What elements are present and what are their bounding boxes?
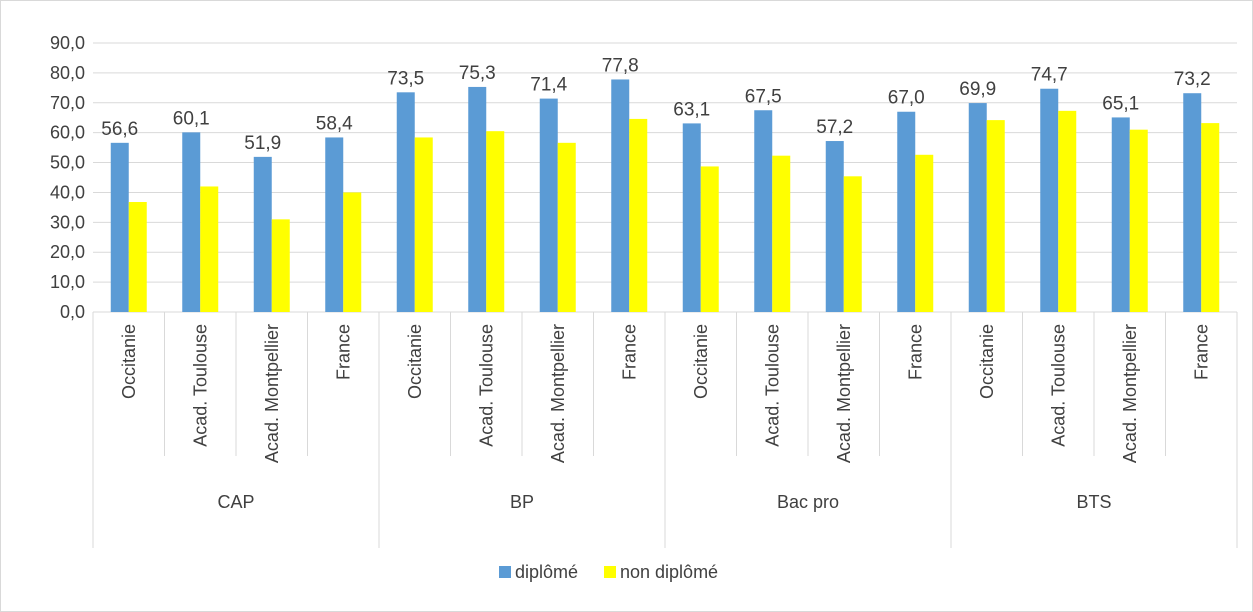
bar-non-diplome (986, 120, 1005, 312)
y-tick-label: 0,0 (60, 302, 85, 322)
data-label: 65,1 (1102, 93, 1139, 114)
y-tick-label: 80,0 (50, 63, 85, 83)
x-category-label: Acad. Montpellier (1120, 324, 1140, 463)
bar-non-diplome (843, 176, 862, 312)
bar-non-diplome (629, 118, 648, 312)
data-label: 75,3 (459, 63, 496, 84)
bar-diplome (1040, 88, 1059, 312)
legend-swatch (499, 566, 511, 578)
data-label: 60,1 (173, 108, 210, 129)
data-label: 74,7 (1031, 65, 1068, 86)
data-label: 73,2 (1174, 69, 1211, 90)
bar-diplome (253, 156, 272, 312)
group-label: Bac pro (777, 492, 839, 512)
bar-non-diplome (343, 192, 362, 312)
y-tick-label: 60,0 (50, 123, 85, 143)
data-label: 51,9 (244, 133, 281, 154)
bar-non-diplome (414, 137, 433, 312)
y-tick-label: 30,0 (50, 212, 85, 232)
x-category-label: Acad. Toulouse (762, 324, 782, 447)
bar-diplome (1183, 93, 1202, 312)
y-tick-label: 10,0 (50, 272, 85, 292)
bar-non-diplome (1129, 129, 1148, 312)
x-category-label: Acad. Toulouse (190, 324, 210, 447)
x-category-label: Acad. Toulouse (476, 324, 496, 447)
x-category-label: Acad. Toulouse (1048, 324, 1068, 447)
bar-diplome (1111, 117, 1130, 312)
bar-non-diplome (772, 155, 791, 312)
y-tick-label: 40,0 (50, 182, 85, 202)
bar-non-diplome (915, 154, 934, 312)
x-category-label: France (905, 324, 925, 380)
group-label: BP (510, 492, 534, 512)
bar-diplome (897, 111, 916, 312)
group-label: BTS (1076, 492, 1111, 512)
data-label: 77,8 (602, 55, 639, 76)
data-label: 56,6 (101, 119, 138, 140)
data-labels: 56,6 60,1 51,9 58,4 73,5 75,3 71,4 77,8 63,1 67,5… (101, 55, 1210, 153)
bar-non-diplome (700, 166, 719, 312)
x-category-label: Occitanie (119, 324, 139, 399)
y-tick-label: 90,0 (50, 33, 85, 53)
bar-diplome (754, 110, 773, 312)
bar-diplome (396, 92, 415, 312)
legend: diplômé non diplômé (499, 562, 718, 582)
y-tick-label: 70,0 (50, 93, 85, 113)
data-label: 58,4 (316, 113, 353, 134)
bar-diplome (110, 142, 129, 312)
bar-non-diplome (200, 186, 219, 312)
x-category-label: Occitanie (405, 324, 425, 399)
bars (110, 79, 1220, 313)
legend-label: non diplômé (620, 562, 718, 582)
data-label: 73,5 (387, 68, 424, 89)
bar-non-diplome (486, 131, 505, 312)
bar-diplome (825, 141, 844, 312)
bar-diplome (468, 86, 487, 312)
data-label: 57,2 (816, 117, 853, 138)
bar-non-diplome (1201, 123, 1220, 312)
bar-non-diplome (271, 219, 290, 312)
x-category-label: Acad. Montpellier (548, 324, 568, 463)
data-label: 67,5 (745, 86, 782, 107)
y-tick-label: 20,0 (50, 242, 85, 262)
legend-label: diplômé (515, 562, 578, 582)
x-category-label: Acad. Montpellier (262, 324, 282, 463)
x-category-label: Acad. Montpellier (834, 324, 854, 463)
bar-diplome (539, 98, 558, 313)
x-category-labels: Occitanie Acad. Toulouse Acad. Montpellier… (119, 324, 1212, 512)
x-category-label: France (333, 324, 353, 380)
bar-diplome (968, 103, 987, 313)
legend-swatch (604, 566, 616, 578)
x-category-label: France (619, 324, 639, 380)
bar-diplome (611, 79, 630, 312)
bar-diplome (682, 123, 701, 312)
bar-diplome (325, 137, 344, 312)
x-category-label: Occitanie (691, 324, 711, 399)
data-label: 71,4 (530, 75, 567, 96)
y-tick-label: 50,0 (50, 153, 85, 173)
axes: 0,0 10,0 20,0 30,0 40,0 50,0 60,0 70,0 80,0 90,0 (50, 33, 1238, 548)
x-category-label: Occitanie (977, 324, 997, 399)
bar-non-diplome (128, 202, 147, 312)
data-label: 67,0 (888, 88, 925, 109)
bar-non-diplome (1058, 110, 1077, 312)
data-label: 69,9 (959, 79, 996, 100)
bar-diplome (182, 132, 201, 312)
group-label: CAP (217, 492, 254, 512)
data-label: 63,1 (673, 99, 710, 120)
bar-non-diplome (557, 142, 576, 312)
x-category-label: France (1191, 324, 1211, 380)
